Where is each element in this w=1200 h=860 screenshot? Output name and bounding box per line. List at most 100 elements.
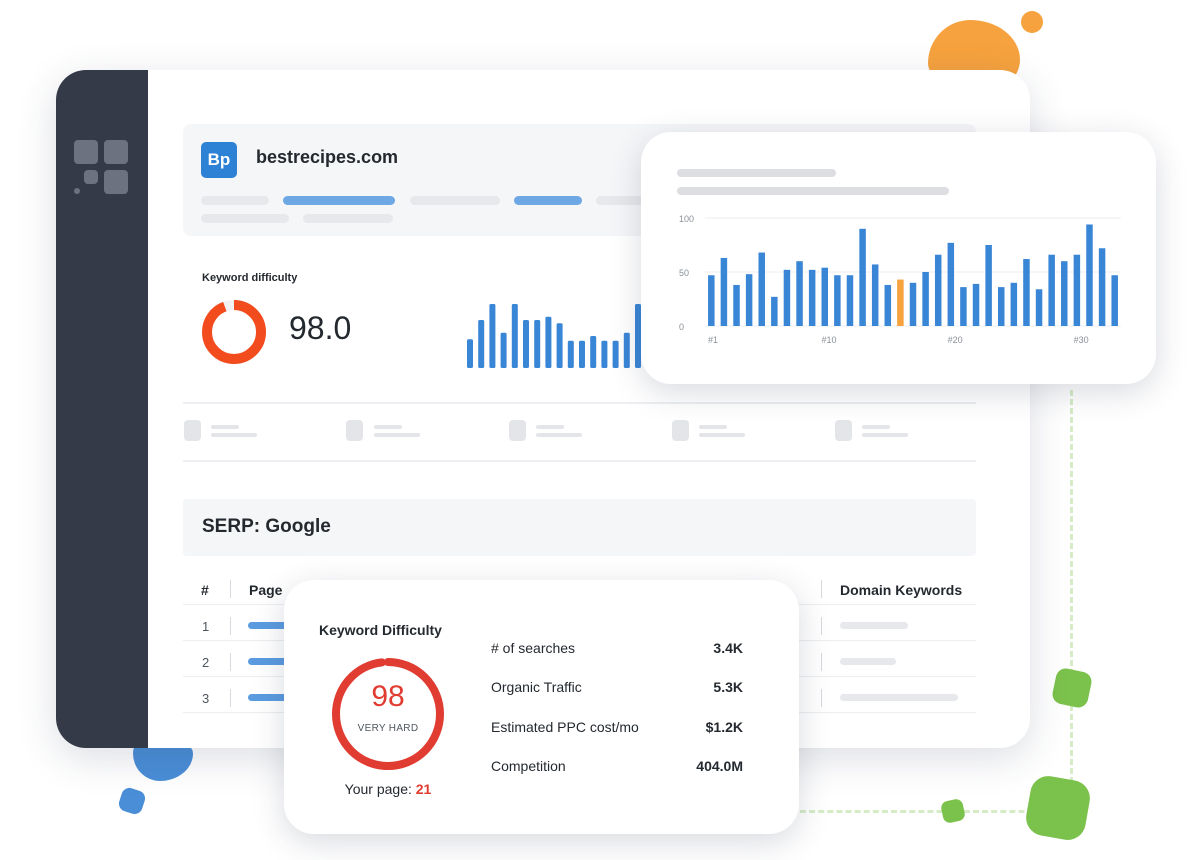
your-page-score: Your page: 21: [319, 781, 457, 797]
column-header-domain-keywords[interactable]: Domain Keywords: [840, 582, 963, 598]
serp-title: SERP: Google: [202, 516, 331, 537]
stat-label-searches: # of searches: [491, 640, 576, 656]
your-page-label: Your page:: [344, 781, 412, 797]
site-domain[interactable]: bestrecipes.com: [256, 147, 399, 167]
x-tick-label: #20: [948, 335, 963, 345]
chart-bar: [960, 287, 967, 326]
column-separator: [821, 617, 822, 635]
row-page-bar: [248, 658, 288, 665]
chart-bar: [997, 287, 1005, 326]
column-separator: [230, 653, 231, 671]
decor-dot-blue: [116, 785, 148, 817]
mini-bar: [500, 332, 507, 368]
chart-bar: [783, 269, 791, 326]
mini-bar: [612, 340, 619, 368]
mini-bar: [567, 340, 574, 368]
chart-bar: [1086, 224, 1093, 326]
row-keywords-placeholder: [840, 622, 908, 629]
mini-bar: [623, 332, 630, 368]
chart-bar: [1061, 261, 1068, 326]
keyword-difficulty-card: Keyword Difficulty 98 VERY HARD Your pag…: [284, 580, 799, 834]
chart-bar: [934, 254, 942, 326]
chart-bar: [808, 269, 816, 326]
chart-bar: [1048, 254, 1055, 326]
row-keywords-placeholder: [840, 694, 958, 701]
decor-dashed-line-horizontal: [800, 810, 1070, 813]
divider: [183, 402, 976, 404]
mini-bar: [556, 323, 563, 368]
stat-value-organic-traffic: 5.3K: [713, 679, 743, 695]
chart-bar: [871, 264, 879, 326]
x-tick-label: #1: [708, 335, 718, 345]
app-logo-icon[interactable]: [74, 140, 130, 196]
column-separator: [821, 689, 822, 707]
chart-bar: [1023, 259, 1030, 326]
placeholder-pill: [410, 196, 500, 205]
mini-bar: [534, 320, 541, 368]
placeholder-pill: [201, 196, 269, 205]
column-header-rank[interactable]: #: [201, 582, 209, 598]
keyword-difficulty-value: 98.0: [289, 310, 352, 346]
chart-bar: [846, 275, 854, 326]
column-separator: [821, 580, 822, 598]
chart-bar: [1073, 254, 1081, 326]
stat-value-searches: 3.4K: [713, 640, 743, 656]
difficulty-score: 98: [371, 680, 405, 713]
chart-bar: [834, 275, 841, 326]
row-rank: 1: [202, 619, 210, 634]
chart-bar: [859, 228, 866, 326]
chart-bar: [733, 284, 740, 326]
mini-bar: [478, 320, 485, 368]
site-badge-icon: Bp: [201, 142, 237, 178]
chart-bar: [745, 274, 753, 326]
column-header-page[interactable]: Page: [249, 582, 283, 598]
row-page-bar: [248, 622, 288, 629]
keyword-difficulty-label: Keyword difficulty: [202, 272, 298, 284]
column-separator: [821, 653, 822, 671]
y-tick-label: 50: [679, 268, 689, 278]
chart-bar: [922, 272, 929, 326]
placeholder-pill: [303, 214, 393, 223]
chart-bar: [771, 296, 778, 326]
chart-bar: [720, 257, 728, 326]
difficulty-card-title: Keyword Difficulty: [319, 622, 442, 638]
row-page-bar: [248, 694, 288, 701]
mini-bar: [489, 304, 496, 368]
mini-bar: [467, 339, 473, 368]
chart-bar: [708, 275, 715, 326]
column-separator: [230, 617, 231, 635]
chart-bar: [821, 267, 829, 326]
chart-bar: [1010, 282, 1018, 326]
mini-bar: [635, 304, 641, 368]
decor-dashed-line-vertical: [1070, 390, 1073, 810]
decor-blob-green-large: [1023, 773, 1093, 843]
mini-bar: [579, 340, 585, 368]
mini-bar: [523, 320, 529, 368]
mini-bar: [545, 316, 552, 368]
placeholder-subtitle-line: [677, 187, 949, 195]
placeholder-pill-active: [283, 196, 395, 205]
chart-bar: [758, 252, 765, 326]
mini-bar: [601, 340, 608, 368]
placeholder-pill-active: [514, 196, 582, 205]
chart-bar: [1035, 289, 1043, 326]
x-tick-label: #10: [822, 335, 837, 345]
row-rank: 2: [202, 655, 210, 670]
stat-label-organic-traffic: Organic Traffic: [491, 679, 582, 695]
mini-bar-chart: [467, 304, 664, 368]
difficulty-gauge: [332, 658, 444, 770]
chart-bar: [884, 284, 892, 326]
divider: [183, 460, 976, 462]
sidebar: [56, 70, 148, 748]
stat-value-competition: 404.0M: [696, 758, 743, 774]
decor-dot-green: [939, 797, 967, 825]
stat-label-ppc-cost: Estimated PPC cost/mo: [491, 719, 639, 735]
chart-bar-highlight: [897, 279, 904, 326]
ranking-bar-chart: 100 50 0 #1 #10 #20 #30: [679, 214, 1121, 345]
decor-blob-green: [1050, 666, 1094, 710]
placeholder-pill: [596, 196, 646, 205]
chart-bar: [1111, 275, 1118, 326]
y-tick-label: 0: [679, 322, 684, 332]
x-tick-label: #30: [1074, 335, 1089, 345]
decor-dot-orange: [1021, 11, 1043, 33]
